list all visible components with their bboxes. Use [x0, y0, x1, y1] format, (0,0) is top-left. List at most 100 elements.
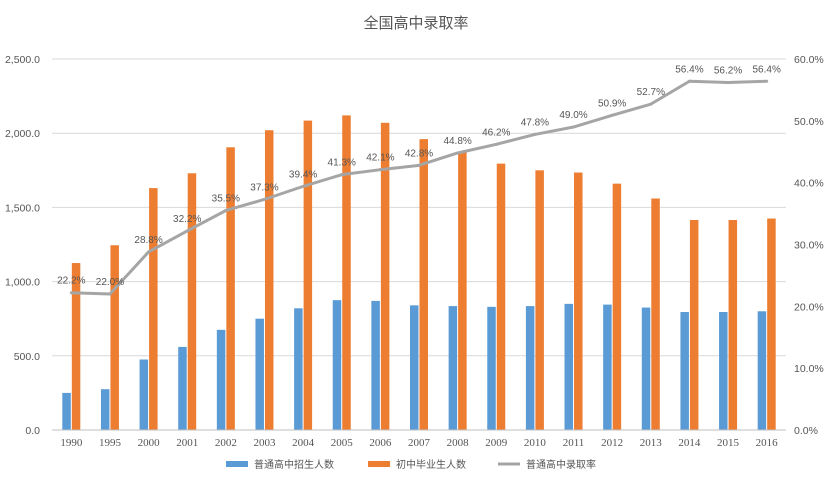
x-tick-label: 2001	[176, 437, 198, 449]
line-point-2016	[765, 79, 769, 83]
bar-graduates-1990	[71, 263, 81, 430]
line-point-2005	[340, 173, 344, 177]
bar-graduates-1995	[110, 245, 119, 430]
bar-enrollment-2000	[139, 359, 149, 430]
y-right-tick-label: 30.0%	[794, 240, 824, 252]
y-right-tick-label: 0.0%	[794, 425, 818, 437]
legend-label-2: 普通高中录取率	[526, 458, 596, 471]
line-point-2003	[262, 197, 266, 201]
bar-graduates-2000	[149, 188, 158, 430]
line-point-2000	[147, 250, 151, 254]
bar-enrollment-2005	[332, 300, 342, 430]
line-point-2008	[456, 151, 460, 155]
bar-enrollment-2014	[680, 312, 689, 430]
data-label-rate-2002: 35.5%	[212, 193, 240, 204]
data-label-rate-2000: 28.8%	[134, 235, 162, 246]
y-left-tick-label: 0.0	[25, 425, 40, 437]
bar-graduates-2006	[380, 122, 390, 430]
x-tick-label: 2013	[640, 437, 663, 449]
x-tick-label: 1990	[60, 437, 83, 449]
x-tick-label: 2007	[408, 437, 431, 449]
data-label-rate-2005: 41.3%	[328, 158, 356, 169]
legend: 普通高中招生人数 初中毕业生人数 普通高中录取率	[226, 458, 596, 471]
bar-enrollment-2004	[294, 308, 303, 430]
line-point-2015	[726, 80, 730, 84]
y-left-tick-label: 500.0	[14, 351, 40, 363]
bar-graduates-2013	[651, 198, 660, 430]
line-point-2007	[417, 163, 421, 167]
legend-label-1: 初中毕业生人数	[396, 458, 466, 471]
data-label-rate-2016: 56.4%	[753, 64, 781, 75]
data-label-rate-2014: 56.4%	[675, 64, 703, 75]
bar-graduates-2011	[574, 172, 583, 430]
x-tick-label: 2004	[292, 437, 315, 449]
bar-graduates-2009	[496, 163, 506, 430]
bar-enrollment-2011	[564, 303, 574, 430]
bar-graduates-2010	[535, 170, 544, 431]
line-point-2002	[224, 208, 228, 212]
bar-graduates-2001	[187, 173, 197, 430]
data-label-rate-2010: 47.8%	[521, 117, 549, 128]
x-tick-label: 2011	[563, 437, 585, 449]
x-tick-label: 2008	[447, 437, 470, 449]
bar-enrollment-2008	[448, 306, 458, 430]
bar-graduates-2003	[264, 130, 274, 430]
line-point-2014	[687, 79, 691, 83]
line-point-2009	[494, 142, 498, 146]
data-label-rate-2015: 56.2%	[714, 65, 742, 76]
bar-enrollment-2003	[255, 318, 264, 430]
data-label-rate-2009: 46.2%	[482, 127, 510, 138]
data-label-rate-2011: 49.0%	[559, 110, 587, 121]
data-label-rate-2008: 44.8%	[443, 136, 471, 147]
bar-graduates-2015	[728, 220, 738, 430]
line-point-2011	[572, 125, 576, 129]
bar-graduates-2008	[458, 152, 467, 430]
x-tick-label: 2009	[485, 437, 508, 449]
legend-swatch-1	[368, 461, 390, 467]
y-right-tick-label: 40.0%	[794, 178, 824, 190]
y-right-tick-label: 10.0%	[794, 363, 824, 375]
y-left-tick-label: 2,000.0	[5, 128, 40, 140]
bar-graduates-2002	[226, 147, 235, 430]
x-tick-label: 2015	[717, 437, 740, 449]
line-point-2010	[533, 132, 537, 136]
bar-graduates-2014	[689, 220, 699, 430]
line-point-2013	[649, 102, 653, 106]
bar-graduates-2005	[342, 115, 351, 430]
bar-enrollment-2001	[178, 346, 187, 430]
data-label-rate-2003: 37.3%	[250, 182, 278, 193]
bar-enrollment-2010	[525, 306, 535, 430]
line-series-group: 22.2% 22.0% 28.8% 32.2% 35.5% 37.3% 39.4% 41.3%…	[57, 64, 781, 296]
line-point-1995	[108, 292, 112, 296]
chart-title: 全国高中录取率	[363, 14, 468, 32]
bars-group	[62, 115, 776, 431]
data-label-rate-1995: 22.0%	[96, 277, 124, 288]
line-point-2001	[185, 229, 189, 233]
x-tick-label: 2002	[215, 437, 237, 449]
bar-enrollment-1995	[100, 389, 110, 430]
y-right-tick-label: 60.0%	[794, 54, 824, 66]
x-tick-label: 2012	[601, 437, 623, 449]
x-tick-label: 2000	[138, 437, 161, 449]
line-point-1990	[69, 291, 73, 295]
axes-group: 0.0 500.0 1,000.0 1,500.0 2,000.0 2,500.0 0.0%…	[5, 54, 824, 449]
y-right-tick-label: 50.0%	[794, 116, 824, 128]
x-tick-label: 2014	[678, 437, 701, 449]
legend-label-0: 普通高中招生人数	[254, 458, 334, 471]
bar-enrollment-2012	[603, 304, 612, 430]
y-left-tick-label: 2,500.0	[5, 54, 40, 66]
x-tick-label: 2010	[524, 437, 547, 449]
bar-enrollment-2006	[371, 300, 380, 430]
x-tick-label: 2016	[756, 437, 779, 449]
data-label-rate-2013: 52.7%	[637, 87, 665, 98]
bar-enrollment-2015	[719, 312, 728, 430]
x-tick-label: 2003	[253, 437, 276, 449]
y-left-tick-label: 1,000.0	[5, 277, 40, 289]
line-point-2012	[610, 113, 614, 117]
data-label-rate-2007: 42.8%	[405, 148, 433, 159]
x-tick-label: 2006	[369, 437, 392, 449]
y-right-tick-label: 20.0%	[794, 301, 824, 313]
bar-enrollment-2009	[487, 306, 496, 430]
line-point-2004	[301, 184, 305, 188]
